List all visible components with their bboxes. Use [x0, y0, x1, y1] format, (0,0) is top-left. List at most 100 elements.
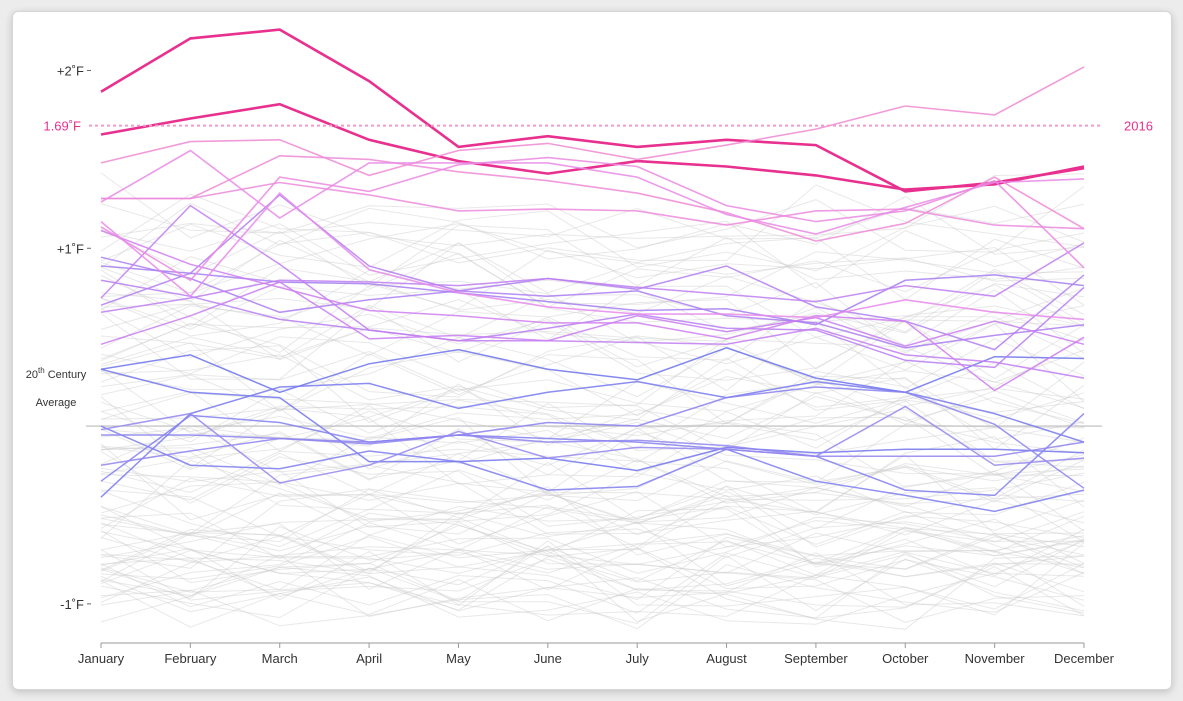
background-line [100, 203, 1085, 240]
series-line [101, 386, 1085, 489]
background-line [100, 319, 1085, 398]
background-line [100, 231, 1085, 308]
background-line [100, 459, 1085, 539]
background-line [100, 555, 1085, 630]
background-line [100, 402, 1085, 480]
y-tick-label: +2˚F [57, 63, 84, 78]
background-line [100, 547, 1085, 619]
background-line [100, 268, 1085, 337]
background-line [100, 552, 1085, 623]
background-line [100, 498, 1085, 575]
background-line [100, 223, 1085, 301]
background-line [100, 511, 1085, 577]
series-line [100, 368, 1085, 472]
series-line [100, 413, 1085, 497]
background-line [100, 524, 1085, 591]
background-line [100, 487, 1085, 552]
background-line [100, 454, 1085, 535]
background-line [100, 427, 1085, 500]
background-line [100, 542, 1085, 623]
background-series-lines [100, 172, 1085, 630]
background-line [100, 485, 1085, 549]
baseline-label-line2: Average [36, 397, 77, 409]
background-line [100, 536, 1085, 601]
background-line [100, 474, 1085, 530]
background-line [100, 552, 1085, 617]
background-line [100, 306, 1085, 381]
background-line [100, 360, 1085, 437]
background-line [100, 522, 1085, 598]
background-line [100, 336, 1085, 407]
series-line [100, 149, 1085, 235]
background-line [100, 247, 1085, 311]
background-line [100, 427, 1085, 486]
background-line [100, 184, 1085, 264]
background-line [100, 485, 1085, 548]
background-line [100, 523, 1085, 590]
background-line [100, 416, 1085, 497]
series-line [101, 181, 1085, 230]
x-tick-label: July [626, 651, 650, 666]
background-line [100, 467, 1085, 528]
background-line [100, 205, 1085, 272]
series-line [100, 229, 1085, 392]
background-line [100, 521, 1085, 593]
series-line [100, 347, 1085, 394]
series-line [100, 281, 1085, 347]
background-line [100, 242, 1085, 310]
background-line [100, 445, 1085, 511]
background-line [100, 505, 1085, 575]
series-line [101, 154, 1085, 242]
series-line [100, 434, 1085, 466]
background-line [100, 354, 1085, 421]
background-line [100, 526, 1085, 599]
background-line [100, 547, 1085, 617]
background-line [100, 477, 1085, 536]
x-tick-label: February [164, 651, 217, 666]
background-line [100, 410, 1085, 475]
background-line [100, 275, 1085, 353]
background-line [100, 555, 1085, 625]
reference-value-label: 1.69˚F [43, 119, 81, 134]
x-tick-label: June [534, 651, 562, 666]
background-line [100, 220, 1085, 289]
series-line [100, 191, 1085, 321]
background-line [100, 564, 1085, 630]
warm-series-lines [100, 28, 1085, 321]
background-line [100, 342, 1085, 417]
series-line [100, 156, 1085, 282]
series-line [100, 204, 1085, 379]
background-line [100, 452, 1085, 504]
background-line [100, 521, 1085, 568]
series-line [100, 405, 1085, 484]
x-tick-label: November [965, 651, 1026, 666]
y-axis: +2˚F +1˚F -1˚F [57, 63, 91, 612]
background-line [100, 284, 1085, 341]
y-tick-label: +1˚F [57, 241, 84, 256]
mid-series-lines [100, 193, 1085, 392]
y-tick-label: -1˚F [60, 597, 84, 612]
x-tick-label: December [1054, 651, 1115, 666]
series-line [100, 425, 1085, 513]
background-line [100, 436, 1085, 514]
background-line [100, 511, 1085, 583]
background-line [100, 486, 1085, 559]
background-line [100, 186, 1085, 253]
background-line [100, 546, 1085, 623]
background-line [100, 522, 1085, 601]
x-tick-label: January [78, 651, 125, 666]
background-line [100, 451, 1085, 527]
background-line [100, 549, 1085, 617]
highlight-series-line [100, 102, 1085, 191]
background-line [100, 239, 1085, 302]
background-line [100, 417, 1085, 485]
series-line [100, 279, 1085, 369]
background-line [100, 375, 1085, 450]
background-line [100, 566, 1085, 625]
background-line [100, 488, 1085, 565]
background-line [100, 494, 1085, 573]
cool-series-lines [100, 347, 1085, 513]
background-line [100, 345, 1085, 423]
series-line [100, 66, 1085, 177]
series-line [100, 193, 1085, 351]
